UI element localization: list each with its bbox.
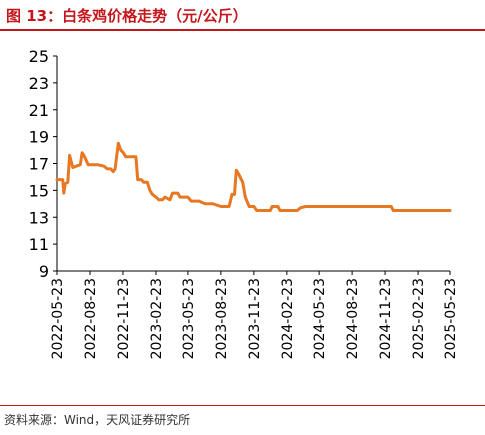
x-tick-label: 2025-02-23 — [411, 278, 427, 359]
x-tick-label: 2022-05-23 — [50, 278, 66, 359]
title-bar: 图 13：白条鸡价格走势（元/公斤） — [0, 0, 485, 31]
y-tick-labels: 9 11 13 15 17 19 21 23 25 — [29, 47, 57, 281]
x-tick-label: 2024-08-23 — [345, 278, 361, 359]
chart-series — [55, 141, 452, 212]
y-tick-label: 11 — [29, 235, 49, 254]
x-tick-label: 2024-11-23 — [378, 278, 394, 359]
x-tick-label: 2024-02-23 — [280, 278, 296, 359]
y-tick-label: 17 — [29, 155, 49, 174]
price-series-line — [55, 141, 452, 212]
x-tick-label: 2023-05-23 — [181, 278, 197, 359]
y-tick-label: 25 — [29, 47, 49, 66]
x-tick-labels: 2022-05-23 2022-08-23 2022-11-23 2023-02-23… — [50, 271, 459, 359]
y-tick-label: 23 — [29, 74, 49, 93]
x-tick-label: 2024-05-23 — [312, 278, 328, 359]
x-tick-label: 2023-08-23 — [214, 278, 230, 359]
y-tick-label: 21 — [29, 101, 49, 120]
x-tick-label: 2025-05-23 — [443, 278, 459, 359]
page-title: 图 13：白条鸡价格走势（元/公斤） — [6, 7, 248, 25]
source-divider — [0, 405, 485, 406]
y-tick-label: 19 — [29, 128, 49, 147]
x-tick-label: 2023-11-23 — [247, 278, 263, 359]
y-tick-label: 9 — [39, 262, 49, 281]
title-divider — [0, 29, 485, 31]
y-tick-label: 13 — [29, 208, 49, 227]
source-note: 资料来源：Wind，天风证券研究所 — [4, 413, 191, 427]
x-tick-label: 2023-02-23 — [149, 278, 165, 359]
y-tick-label: 15 — [29, 181, 49, 200]
x-tick-label: 2022-11-23 — [116, 278, 132, 359]
x-tick-label: 2022-08-23 — [83, 278, 99, 359]
